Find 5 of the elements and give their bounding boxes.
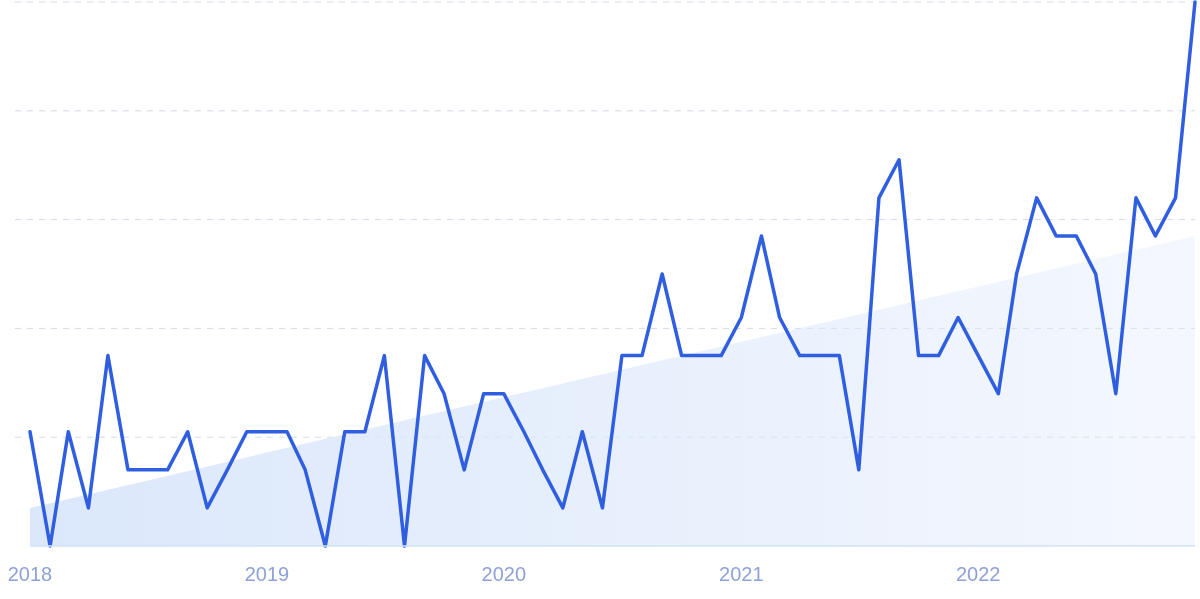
x-tick-label: 2020 (481, 563, 527, 585)
x-tick-label: 2019 (244, 563, 290, 585)
x-tick-label: 2018 (7, 563, 53, 585)
x-tick-label: 2022 (955, 563, 1001, 585)
x-tick-label: 2021 (719, 563, 764, 585)
